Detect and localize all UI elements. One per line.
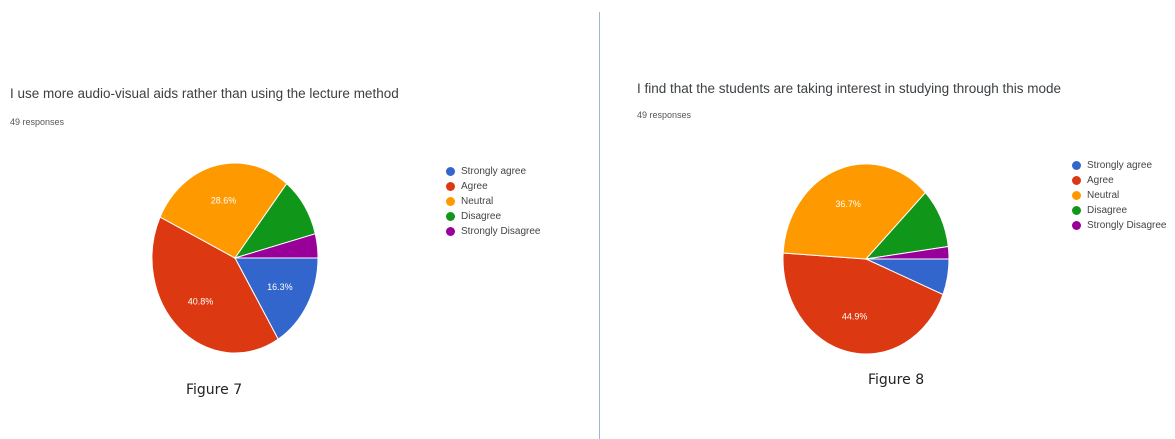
legend-item-strongly-agree: Strongly agree (1072, 158, 1166, 173)
legend-item-agree: Agree (446, 179, 540, 194)
pie-slice-strongly-agree (234, 257, 319, 340)
legend-swatch (446, 167, 455, 176)
slice-value-label: 40.8% (188, 297, 214, 307)
chart-panel-figure-7: I use more audio-visual aids rather than… (10, 86, 540, 398)
pie-slice-neutral (782, 163, 927, 260)
legend-swatch (446, 197, 455, 206)
response-count: 49 responses (637, 110, 692, 120)
legend-label: Strongly agree (1087, 160, 1153, 171)
legend-swatch (1072, 206, 1081, 215)
legend-item-agree: Agree (1072, 173, 1166, 188)
figure-caption: Figure 8 (868, 372, 925, 388)
pie-slice-strongly-disagree (865, 245, 950, 260)
slice-value-label: 44.9% (842, 311, 868, 321)
legend-item-strongly-agree: Strongly agree (446, 164, 540, 179)
legend-label: Neutral (1087, 190, 1120, 201)
legend-swatch (446, 227, 455, 236)
pie-slice-strongly-disagree (234, 233, 319, 259)
chart-title: I find that the students are taking inte… (637, 81, 1062, 96)
legend-item-strongly-disagree: Strongly Disagree (1072, 218, 1166, 233)
chart-title: I use more audio-visual aids rather than… (10, 86, 399, 101)
legend-swatch (1072, 191, 1081, 200)
panel-divider (599, 12, 600, 439)
figure-caption: Figure 7 (186, 382, 243, 398)
legend-swatch (1072, 221, 1081, 230)
legend-label: Strongly Disagree (461, 226, 541, 237)
legend-swatch (1072, 161, 1081, 170)
pie-chart: 44.9% 36.7% (782, 163, 950, 355)
chart-legend: Strongly agree Agree Neutral Disagree Strong… (446, 164, 540, 239)
chart-panel-figure-8: I find that the students are taking inte… (605, 0, 1175, 439)
chart-legend: Strongly agree Agree Neutral Disagree Strong… (1072, 158, 1166, 233)
legend-item-neutral: Neutral (1072, 188, 1166, 203)
pie-slice-agree (151, 216, 279, 354)
legend-item-strongly-disagree: Strongly Disagree (446, 224, 540, 239)
legend-label: Agree (461, 181, 488, 192)
slice-value-label: 16.3% (267, 282, 293, 292)
pie-slice-neutral (159, 162, 288, 259)
pie-slice-agree (782, 252, 944, 355)
legend-item-neutral: Neutral (446, 194, 540, 209)
pie-chart: 16.3% 40.8% 28.6% (151, 162, 319, 354)
legend-item-disagree: Disagree (1072, 203, 1166, 218)
legend-item-disagree: Disagree (446, 209, 540, 224)
response-count: 49 responses (10, 117, 65, 127)
legend-label: Agree (1087, 175, 1114, 186)
slice-value-label: 36.7% (835, 199, 861, 209)
legend-label: Strongly agree (461, 166, 527, 177)
legend-swatch (1072, 176, 1081, 185)
slice-value-label: 28.6% (211, 196, 237, 206)
legend-label: Neutral (461, 196, 494, 207)
legend-label: Disagree (461, 211, 502, 222)
legend-swatch (446, 212, 455, 221)
legend-label: Strongly Disagree (1087, 220, 1167, 231)
legend-swatch (446, 182, 455, 191)
legend-label: Disagree (1087, 205, 1128, 216)
